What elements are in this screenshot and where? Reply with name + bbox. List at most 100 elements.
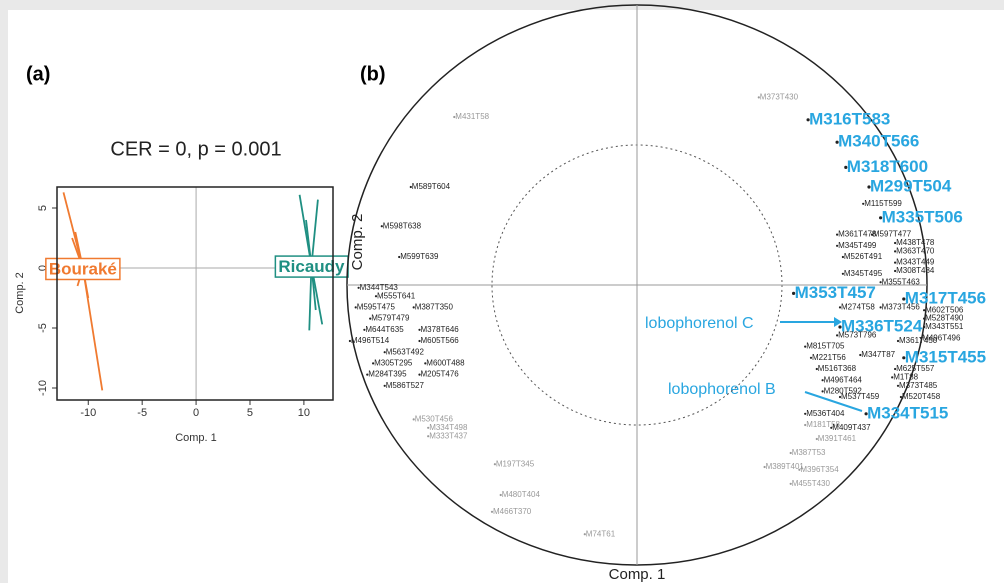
variable-point	[792, 291, 796, 295]
variable-label: M536T404	[806, 409, 845, 418]
variable-label: M555T641	[377, 291, 416, 300]
variable-point	[838, 306, 842, 309]
variable-point	[412, 418, 415, 421]
group-label: Ricaudy	[278, 257, 345, 276]
variable-point	[896, 339, 900, 343]
variable-label: M815T705	[806, 342, 845, 351]
variable-label: M496T496	[922, 333, 961, 342]
variable-point	[841, 272, 845, 275]
variable-point	[838, 395, 842, 399]
variable-label: M466T370	[493, 507, 532, 516]
variable-point	[894, 261, 897, 264]
variable-label: M563T492	[386, 347, 425, 356]
variable-label: M387T53	[792, 448, 826, 457]
chart-title: CER = 0, p = 0.001	[110, 138, 281, 160]
variable-point	[427, 426, 430, 429]
variable-point	[862, 202, 865, 205]
variable-point	[418, 328, 421, 331]
variable-point	[894, 250, 897, 253]
variable-point	[490, 510, 494, 513]
variable-point	[804, 345, 807, 348]
variable-point	[902, 356, 906, 360]
variable-point	[357, 286, 360, 289]
variable-label: M537T459	[841, 392, 880, 401]
x-tick-label: 5	[247, 407, 253, 419]
variable-label: M343T551	[925, 322, 964, 331]
variable-point	[815, 437, 818, 441]
variable-label: M387T350	[415, 303, 454, 312]
variable-label: M598T638	[383, 221, 422, 230]
variable-point	[923, 309, 926, 312]
variable-label: M644T635	[365, 325, 404, 334]
variable-point	[583, 533, 586, 536]
variable-point	[412, 306, 415, 309]
group-label: Bouraké	[49, 259, 117, 278]
variable-point	[879, 281, 882, 284]
variable-point	[867, 185, 871, 189]
variable-label: M1T88	[893, 373, 918, 382]
variable-label: M373T485	[899, 381, 938, 390]
variable-label: M343T449	[896, 258, 935, 267]
variable-label: M115T599	[864, 199, 902, 208]
key-variable-label: M299T504	[870, 176, 952, 195]
variable-point	[354, 306, 357, 309]
variable-point	[920, 337, 923, 340]
variable-point	[366, 373, 369, 376]
variable-point	[763, 465, 766, 469]
y-tick-label: -5	[37, 323, 49, 333]
variable-point	[891, 376, 894, 379]
annotation: lobophorenol B	[668, 381, 776, 398]
variable-point	[902, 297, 906, 301]
y-tick-label: -10	[37, 380, 49, 396]
variable-label: M333T437	[429, 431, 468, 440]
variable-point	[453, 115, 456, 119]
variable-label: M378T646	[421, 325, 460, 334]
annotation-arrowhead	[834, 317, 842, 327]
y-tick-label: 0	[37, 265, 49, 271]
variable-point	[757, 96, 760, 99]
variable-label: M579T479	[371, 314, 410, 323]
variable-point	[836, 233, 839, 236]
variable-point	[383, 384, 386, 387]
variable-label: M274T58	[841, 303, 875, 312]
variable-point	[894, 367, 897, 371]
variable-point	[923, 325, 926, 329]
variable-point	[424, 362, 427, 365]
variable-point	[821, 390, 824, 393]
panel-label: (a)	[26, 63, 50, 85]
variable-point	[815, 367, 818, 371]
key-variable-label: M353T457	[795, 283, 876, 302]
variable-label: M361T450	[899, 336, 938, 345]
key-variable-label: M335T506	[882, 207, 963, 226]
variable-point	[836, 334, 839, 337]
variable-point	[830, 426, 833, 429]
variable-point	[809, 356, 813, 359]
y-axis-label: Comp. 2	[349, 214, 366, 271]
variable-point	[896, 384, 900, 387]
variable-point	[418, 373, 421, 376]
variable-point	[841, 255, 845, 259]
variable-label: M586T527	[386, 381, 425, 390]
x-axis-label: Comp. 1	[609, 566, 666, 583]
variable-label: M344T543	[360, 283, 399, 292]
variable-point	[383, 351, 386, 354]
variable-label: M496T464	[824, 375, 863, 384]
variable-label: M373T456	[882, 303, 921, 312]
variable-label: M74T61	[586, 529, 616, 538]
y-axis-label: Comp. 2	[14, 272, 26, 314]
variable-label: M284T395	[368, 370, 407, 379]
variable-label: M530T456	[415, 415, 454, 424]
variable-point	[821, 379, 824, 382]
variable-label: M516T368	[818, 364, 857, 373]
variable-point	[859, 353, 862, 357]
variable-label: M345T495	[844, 269, 883, 278]
variable-point	[493, 463, 496, 466]
x-axis-label: Comp. 1	[175, 432, 217, 444]
variable-point	[844, 165, 848, 169]
variable-point	[894, 241, 897, 245]
variable-point	[398, 255, 401, 259]
variable-point	[409, 185, 412, 189]
variable-label: M600T488	[426, 359, 465, 368]
variable-point	[798, 468, 801, 471]
key-variable-label: M340T566	[838, 132, 919, 151]
